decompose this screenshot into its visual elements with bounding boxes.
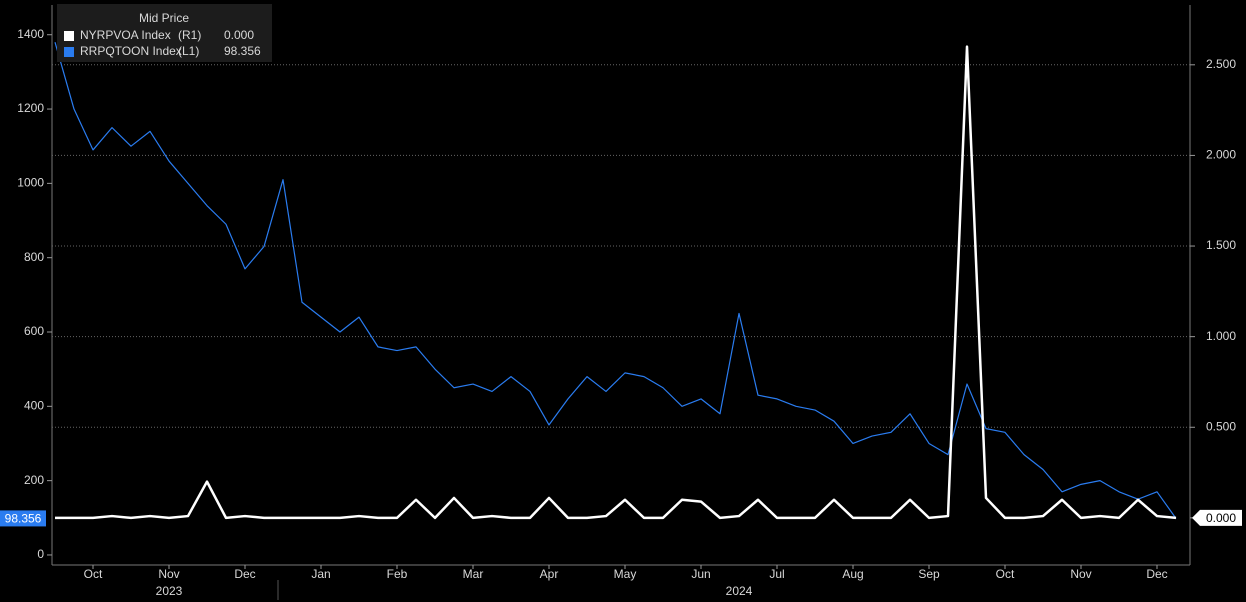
- last-value-box: [1192, 509, 1242, 526]
- legend-swatch: [64, 47, 74, 57]
- y2-tick-label: 2.500: [1206, 57, 1236, 71]
- x-tick-label: Oct: [996, 567, 1015, 581]
- x-tick-label: Nov: [1070, 567, 1091, 581]
- y-tick-label: 200: [24, 473, 44, 487]
- y-tick-label: 400: [24, 398, 44, 412]
- y2-tick-label: 2.000: [1206, 148, 1236, 162]
- x-tick-label: Jun: [691, 567, 710, 581]
- x-tick-label: Aug: [842, 567, 863, 581]
- legend-value: 0.000: [224, 28, 254, 42]
- x-tick-label: Mar: [463, 567, 484, 581]
- plot: [52, 41, 1190, 520]
- y-tick-label: 800: [24, 250, 44, 264]
- x-tick-label: Apr: [540, 567, 559, 581]
- x-tick-label: Dec: [234, 567, 255, 581]
- legend-tag: (L1): [178, 44, 199, 58]
- x-tick-label: Dec: [1146, 567, 1167, 581]
- y-tick-label: 600: [24, 324, 44, 338]
- x-tick-label: Sep: [918, 567, 940, 581]
- legend-swatch: [64, 31, 74, 41]
- series-line: [55, 45, 1177, 520]
- legend-value: 98.356: [224, 44, 261, 58]
- y-tick-label: 0: [37, 547, 44, 561]
- year-label: 2023: [156, 584, 183, 598]
- y2-tick-label: 0.500: [1206, 419, 1236, 433]
- y-tick-label: 1000: [17, 176, 44, 190]
- last-value-box: [0, 510, 46, 527]
- x-tick-label: Jan: [311, 567, 330, 581]
- series-line: [54, 41, 1177, 519]
- y2-tick-label: 1.500: [1206, 238, 1236, 252]
- x-tick-label: Feb: [387, 567, 408, 581]
- y2-tick-label: 1.000: [1206, 329, 1236, 343]
- legend: Mid Price: [57, 4, 272, 62]
- last-value-label: 98.356: [5, 512, 42, 526]
- legend-tag: (R1): [178, 28, 201, 42]
- y-tick-label: 1400: [17, 27, 44, 41]
- x-tick-label: Oct: [84, 567, 103, 581]
- legend-label: RRPQTOON Index: [80, 44, 182, 58]
- x-tick-label: Nov: [158, 567, 179, 581]
- legend-label: NYRPVOA Index: [80, 28, 171, 42]
- x-tick-label: Jul: [769, 567, 784, 581]
- x-tick-label: May: [614, 567, 637, 581]
- legend-title: Mid Price: [139, 11, 189, 25]
- y-tick-label: 1200: [17, 101, 44, 115]
- last-value-label: 0.000: [1206, 511, 1236, 525]
- legend-box: [57, 4, 272, 62]
- year-label: 2024: [726, 584, 753, 598]
